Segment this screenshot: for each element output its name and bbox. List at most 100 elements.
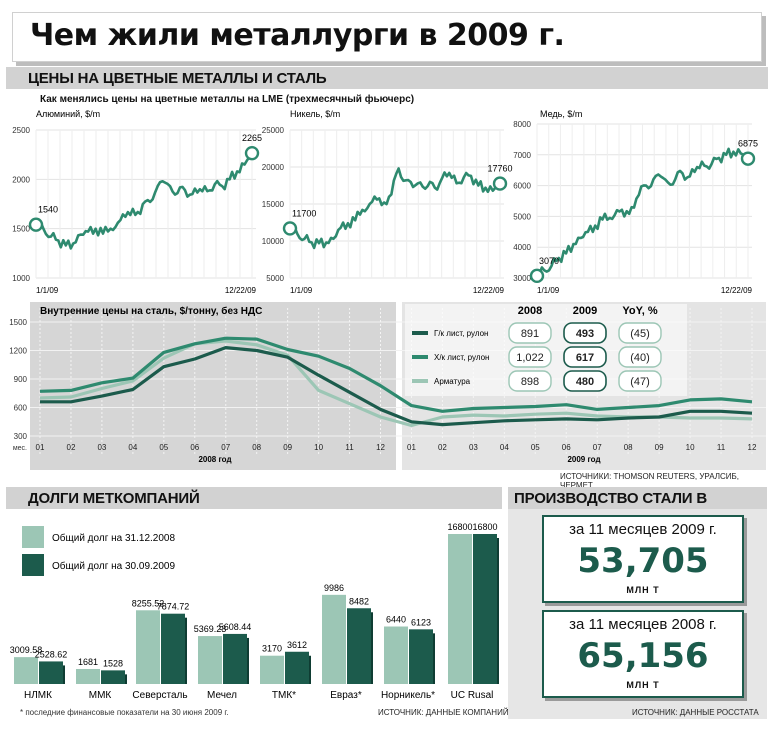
steel-month-label: 05: [531, 443, 540, 452]
steel-value-pill: [618, 346, 662, 368]
page-title: Чем жили металлурги в 2009 г.: [30, 18, 565, 53]
steel-year-2008: 2008 год: [198, 455, 231, 464]
aluminium-x-end: 12/22/09: [225, 286, 257, 295]
title-box: [12, 12, 762, 62]
debt-company-label: Норникель*: [381, 690, 435, 701]
steel-month-label: 03: [97, 443, 106, 452]
nickel-tick-label: 15000: [262, 200, 285, 209]
steel-value-pill: [508, 346, 552, 368]
debt-bar-2008: [448, 534, 472, 684]
nickel-end-label: 17760: [487, 164, 512, 174]
steel-month-label: 12: [748, 443, 757, 452]
debt-company-label: ММК: [89, 690, 112, 701]
debt-value-2009: 6123: [411, 617, 431, 627]
steel-month-label: 03: [469, 443, 478, 452]
steel-tick-label: 900: [14, 375, 28, 384]
steel-value-pill: [563, 346, 607, 368]
production-2009-box: за 11 месяцев 2009 г. 53,705 МЛН Т: [542, 515, 744, 603]
debt-legend-label-2008: Общий долг на 31.12.2008: [52, 532, 175, 544]
debts-band: [6, 487, 502, 509]
steel-month-label: 07: [221, 443, 230, 452]
debt-bar-2009: [285, 651, 309, 684]
copper-tick-label: 5000: [513, 212, 531, 221]
copper-tick-label: 4000: [513, 243, 531, 252]
debt-value-2009: 8482: [349, 596, 369, 606]
steel-table-value: 891: [521, 328, 539, 340]
aluminium-tick-label: 1500: [12, 225, 30, 234]
nickel-start-point: [282, 221, 298, 236]
debt-value-2009: 5608.44: [219, 622, 252, 632]
production-2009-label: за 11 месяцев 2009 г.: [569, 521, 717, 538]
nickel-line: [289, 167, 501, 250]
steel-month-label: 02: [438, 443, 447, 452]
aluminium-end-label: 2265: [242, 133, 262, 143]
debt-value-2009: 3612: [287, 640, 307, 650]
prices-band: [6, 67, 768, 89]
steel-year-2009: 2009 год: [567, 455, 600, 464]
copper-x-start: 1/1/09: [537, 286, 560, 295]
debt-value-2009: 1528: [103, 658, 123, 668]
debt-bar-2009: [101, 670, 125, 684]
steel-month-label: 11: [717, 443, 726, 452]
steel-month-label: 04: [500, 443, 509, 452]
copper-title: Медь, $/m: [540, 109, 582, 119]
steel-legend-label: Х/к лист, рулон: [434, 353, 489, 362]
production-2008-box: за 11 месяцев 2008 г. 65,156 МЛН Т: [542, 610, 744, 698]
debt-value-2009: 2528.62: [35, 649, 68, 659]
nickel-end-point: [492, 176, 508, 191]
debt-bar-2008: [260, 655, 284, 684]
aluminium-line: [35, 152, 254, 250]
debt-bar-2009: [223, 633, 247, 684]
debt-value-2008: 6440: [386, 615, 406, 625]
copper-x-end: 12/22/09: [721, 286, 753, 295]
debt-value-2008: 5369.23: [194, 624, 227, 634]
steel-line-0: [40, 346, 753, 427]
nickel-title: Никель, $/m: [290, 109, 340, 119]
steel-table-value: (47): [630, 376, 650, 388]
debt-value-2009: 16800: [472, 522, 497, 532]
steel-month-note: мес.: [13, 445, 27, 452]
steel-table-value: 617: [576, 352, 594, 364]
copper-start-point: [529, 268, 545, 284]
steel-month-label: 10: [686, 443, 695, 452]
production-2008-unit: МЛН Т: [626, 680, 660, 690]
steel-month-label: 02: [67, 443, 76, 452]
steel-value-pill: [563, 322, 607, 344]
debt-company-label: Мечел: [207, 690, 237, 701]
steel-table-header: 2008: [518, 305, 542, 317]
production-2008-value: 65,156: [577, 636, 709, 676]
steel-table-value: (40): [630, 352, 650, 364]
nickel-tick-label: 25000: [262, 126, 285, 135]
steel-value-pill: [618, 322, 662, 344]
steel-month-label: 11: [345, 443, 354, 452]
debt-legend-swatch-2008: [22, 526, 44, 548]
debt-legend-swatch-2009: [22, 554, 44, 576]
steel-tick-label: 1200: [9, 347, 27, 356]
debt-bar-2008: [384, 626, 408, 684]
nickel-start-label: 11700: [292, 208, 316, 218]
production-2009-unit: МЛН Т: [626, 585, 660, 595]
steel-month-label: 12: [376, 443, 385, 452]
production-band: [508, 487, 767, 509]
aluminium-end-point: [244, 145, 260, 161]
steel-month-label: 01: [36, 443, 45, 452]
nickel-x-end: 12/22/09: [473, 286, 505, 295]
steel-value-pill: [618, 370, 662, 392]
copper-start-label: 3070: [539, 256, 559, 266]
steel-tick-label: 1500: [9, 318, 27, 327]
steel-table-header: 2009: [573, 305, 597, 317]
steel-tick-label: 300: [14, 432, 28, 441]
copper-tick-label: 6000: [513, 182, 531, 191]
debts-section-title: ДОЛГИ МЕТКОМПАНИЙ: [28, 490, 200, 507]
nickel-tick-label: 5000: [266, 274, 284, 283]
steel-value-pill: [508, 370, 552, 392]
steel-month-label: 06: [190, 443, 199, 452]
steel-month-label: 05: [159, 443, 168, 452]
debt-bar-2008: [198, 636, 222, 684]
debt-bar-2008: [322, 594, 346, 684]
steel-month-label: 06: [562, 443, 571, 452]
aluminium-start-point: [28, 217, 44, 232]
debt-company-label: Евраз*: [330, 690, 362, 701]
steel-value-pill: [508, 322, 552, 344]
debt-company-label: Северсталь: [132, 690, 187, 701]
